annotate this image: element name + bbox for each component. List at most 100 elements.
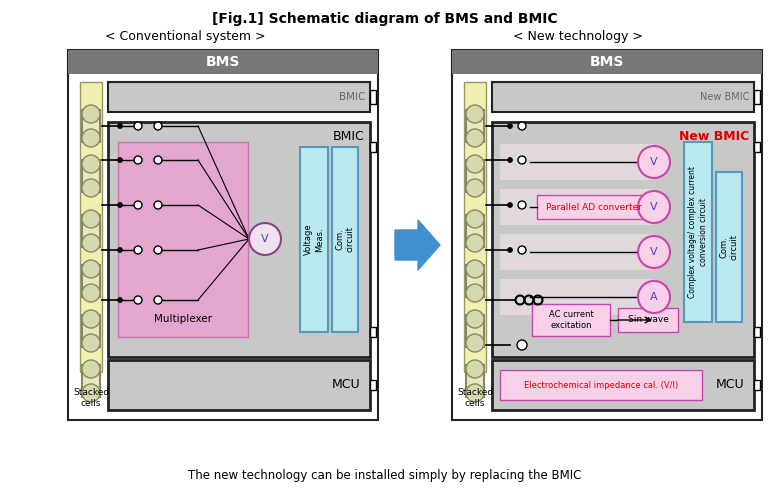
Text: [Fig.1] Schematic diagram of BMS and BMIC: [Fig.1] Schematic diagram of BMS and BMI… (212, 12, 557, 26)
Circle shape (134, 296, 142, 304)
Text: Complex voltage/ complex current
conversion circuit: Complex voltage/ complex current convers… (689, 166, 708, 298)
Circle shape (82, 310, 100, 328)
Circle shape (507, 203, 513, 207)
Text: Multiplexer: Multiplexer (154, 314, 212, 324)
Text: A: A (650, 292, 658, 302)
Bar (618, 308, 678, 332)
Circle shape (466, 360, 484, 378)
Bar (466, 110, 484, 142)
Circle shape (154, 122, 162, 130)
Circle shape (517, 340, 527, 350)
Bar (108, 82, 370, 112)
Circle shape (518, 156, 526, 164)
Text: Stacked
cells: Stacked cells (457, 388, 493, 407)
Circle shape (466, 234, 484, 252)
Bar (370, 380, 376, 390)
Circle shape (638, 146, 670, 178)
Bar (452, 50, 762, 420)
Circle shape (82, 284, 100, 302)
Circle shape (117, 203, 123, 207)
Text: Stacked
cells: Stacked cells (73, 388, 109, 407)
Circle shape (518, 122, 526, 130)
Text: Voltage
Meas.: Voltage Meas. (305, 224, 324, 255)
Text: The new technology can be installed simply by replacing the BMIC: The new technology can be installed simp… (188, 469, 581, 483)
Bar (754, 380, 760, 390)
Circle shape (82, 260, 100, 278)
Circle shape (638, 281, 670, 313)
Circle shape (134, 201, 142, 209)
Circle shape (154, 296, 162, 304)
Circle shape (466, 284, 484, 302)
Circle shape (82, 129, 100, 147)
Text: V: V (650, 202, 658, 212)
Text: V: V (650, 247, 658, 257)
Circle shape (638, 236, 670, 268)
Bar (68, 50, 378, 74)
Bar (466, 365, 484, 397)
Circle shape (466, 129, 484, 147)
Text: < Conventional system >: < Conventional system > (105, 30, 265, 43)
Bar (500, 370, 702, 400)
Text: Electrochemical impedance cal. (V/I): Electrochemical impedance cal. (V/I) (524, 381, 678, 389)
Circle shape (117, 158, 123, 163)
Bar (82, 215, 100, 247)
Text: Com.
circuit: Com. circuit (335, 226, 355, 252)
Text: New BMIC: New BMIC (678, 129, 749, 142)
Circle shape (466, 105, 484, 123)
Text: V: V (261, 234, 269, 244)
Circle shape (82, 105, 100, 123)
Bar (464, 82, 486, 372)
Text: AC current
excitation: AC current excitation (549, 310, 594, 330)
Text: New BMIC: New BMIC (699, 92, 749, 102)
FancyArrow shape (395, 220, 440, 270)
Bar (300, 147, 328, 332)
Bar (500, 234, 654, 270)
Bar (108, 122, 370, 357)
Bar (754, 90, 760, 104)
Text: MCU: MCU (715, 379, 744, 391)
Bar (370, 90, 376, 104)
Bar (532, 304, 610, 336)
Circle shape (134, 156, 142, 164)
Circle shape (507, 158, 513, 163)
Circle shape (82, 384, 100, 402)
Circle shape (466, 179, 484, 197)
Circle shape (518, 246, 526, 254)
Circle shape (82, 234, 100, 252)
Circle shape (82, 334, 100, 352)
Text: BMIC: BMIC (338, 92, 365, 102)
Circle shape (507, 247, 513, 252)
Circle shape (117, 298, 123, 303)
Text: Com.
circuit: Com. circuit (719, 234, 739, 260)
Circle shape (154, 246, 162, 254)
Circle shape (466, 155, 484, 173)
Text: BMS: BMS (590, 55, 625, 69)
Circle shape (134, 246, 142, 254)
Circle shape (82, 210, 100, 228)
Circle shape (117, 123, 123, 128)
Text: BMS: BMS (206, 55, 241, 69)
Bar (492, 122, 754, 357)
Circle shape (507, 123, 513, 128)
Text: < New technology >: < New technology > (513, 30, 643, 43)
Text: MCU: MCU (332, 379, 360, 391)
Circle shape (154, 156, 162, 164)
Bar (118, 142, 248, 337)
Bar (108, 360, 370, 410)
Bar (492, 82, 754, 112)
Circle shape (466, 384, 484, 402)
Circle shape (466, 260, 484, 278)
Text: Parallel AD converter: Parallel AD converter (547, 203, 642, 211)
Bar (492, 360, 754, 410)
Bar (537, 195, 652, 219)
Circle shape (466, 310, 484, 328)
Text: BMIC: BMIC (333, 129, 365, 142)
Bar (68, 50, 378, 420)
Bar (82, 110, 100, 142)
Bar (466, 215, 484, 247)
Circle shape (82, 155, 100, 173)
Bar (332, 147, 358, 332)
Circle shape (117, 247, 123, 252)
Text: V: V (650, 157, 658, 167)
Bar (466, 265, 484, 297)
